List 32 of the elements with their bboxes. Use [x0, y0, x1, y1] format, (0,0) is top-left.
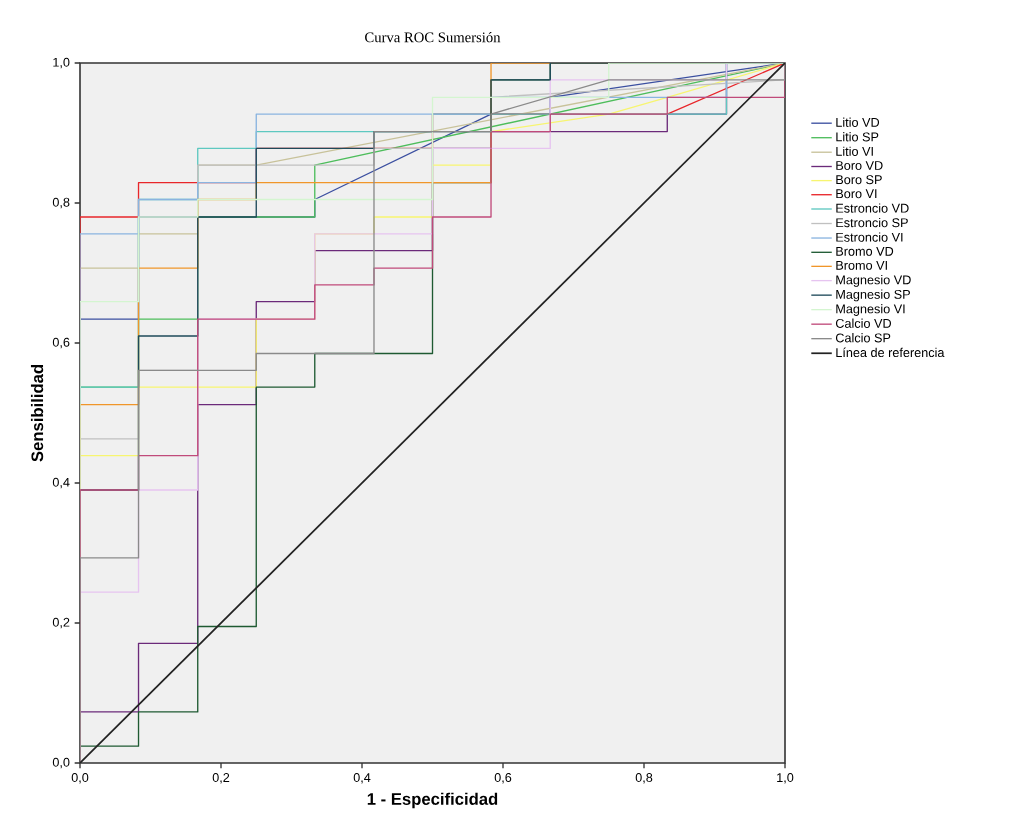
legend-label: Magnesio VI: [836, 304, 905, 316]
x-tick-label: 0,8: [635, 773, 653, 784]
legend-label: Boro SP: [836, 175, 882, 185]
x-tick-label: 0,0: [71, 773, 89, 784]
legend-label: Estroncio VI: [836, 232, 903, 242]
legend-label: Calcio VD: [835, 318, 892, 328]
y-tick-label: 0,6: [52, 337, 70, 349]
legend-label: Estroncio VD: [836, 203, 909, 213]
y-axis-title: Sensibilidad: [30, 365, 44, 462]
x-axis-title: 1 - Especificidad: [367, 792, 498, 809]
legend-label: Bromo VI: [836, 260, 887, 270]
legend-label: Magnesio VD: [836, 275, 911, 287]
y-tick-label: 0,0: [52, 757, 70, 769]
x-tick-label: 1,0: [777, 773, 794, 784]
legend-label: Línea de referencia: [836, 347, 945, 358]
x-tick-label: 0,6: [494, 773, 512, 784]
legend-label: Boro VD: [836, 161, 883, 170]
y-tick-label: 1,0: [53, 57, 70, 69]
legend-label: Estroncio SP: [836, 217, 908, 228]
legend-label: Litio VI: [836, 146, 873, 156]
y-tick-label: 0,8: [52, 197, 70, 209]
legend-label: Litio SP: [836, 132, 879, 142]
legend-label: Bromo VD: [836, 246, 894, 256]
x-tick-label: 0,4: [353, 773, 371, 784]
legend-label: Boro VI: [836, 189, 877, 199]
y-tick-label: 0,4: [52, 477, 70, 489]
chart-title: Curva ROC Sumersión: [365, 31, 501, 43]
x-tick-label: 0,2: [212, 773, 230, 784]
legend-label: Litio VD: [836, 117, 880, 127]
legend-label: Calcio SP: [835, 333, 891, 343]
legend-label: Magnesio SP: [836, 289, 910, 302]
y-tick-label: 0,2: [52, 617, 70, 629]
